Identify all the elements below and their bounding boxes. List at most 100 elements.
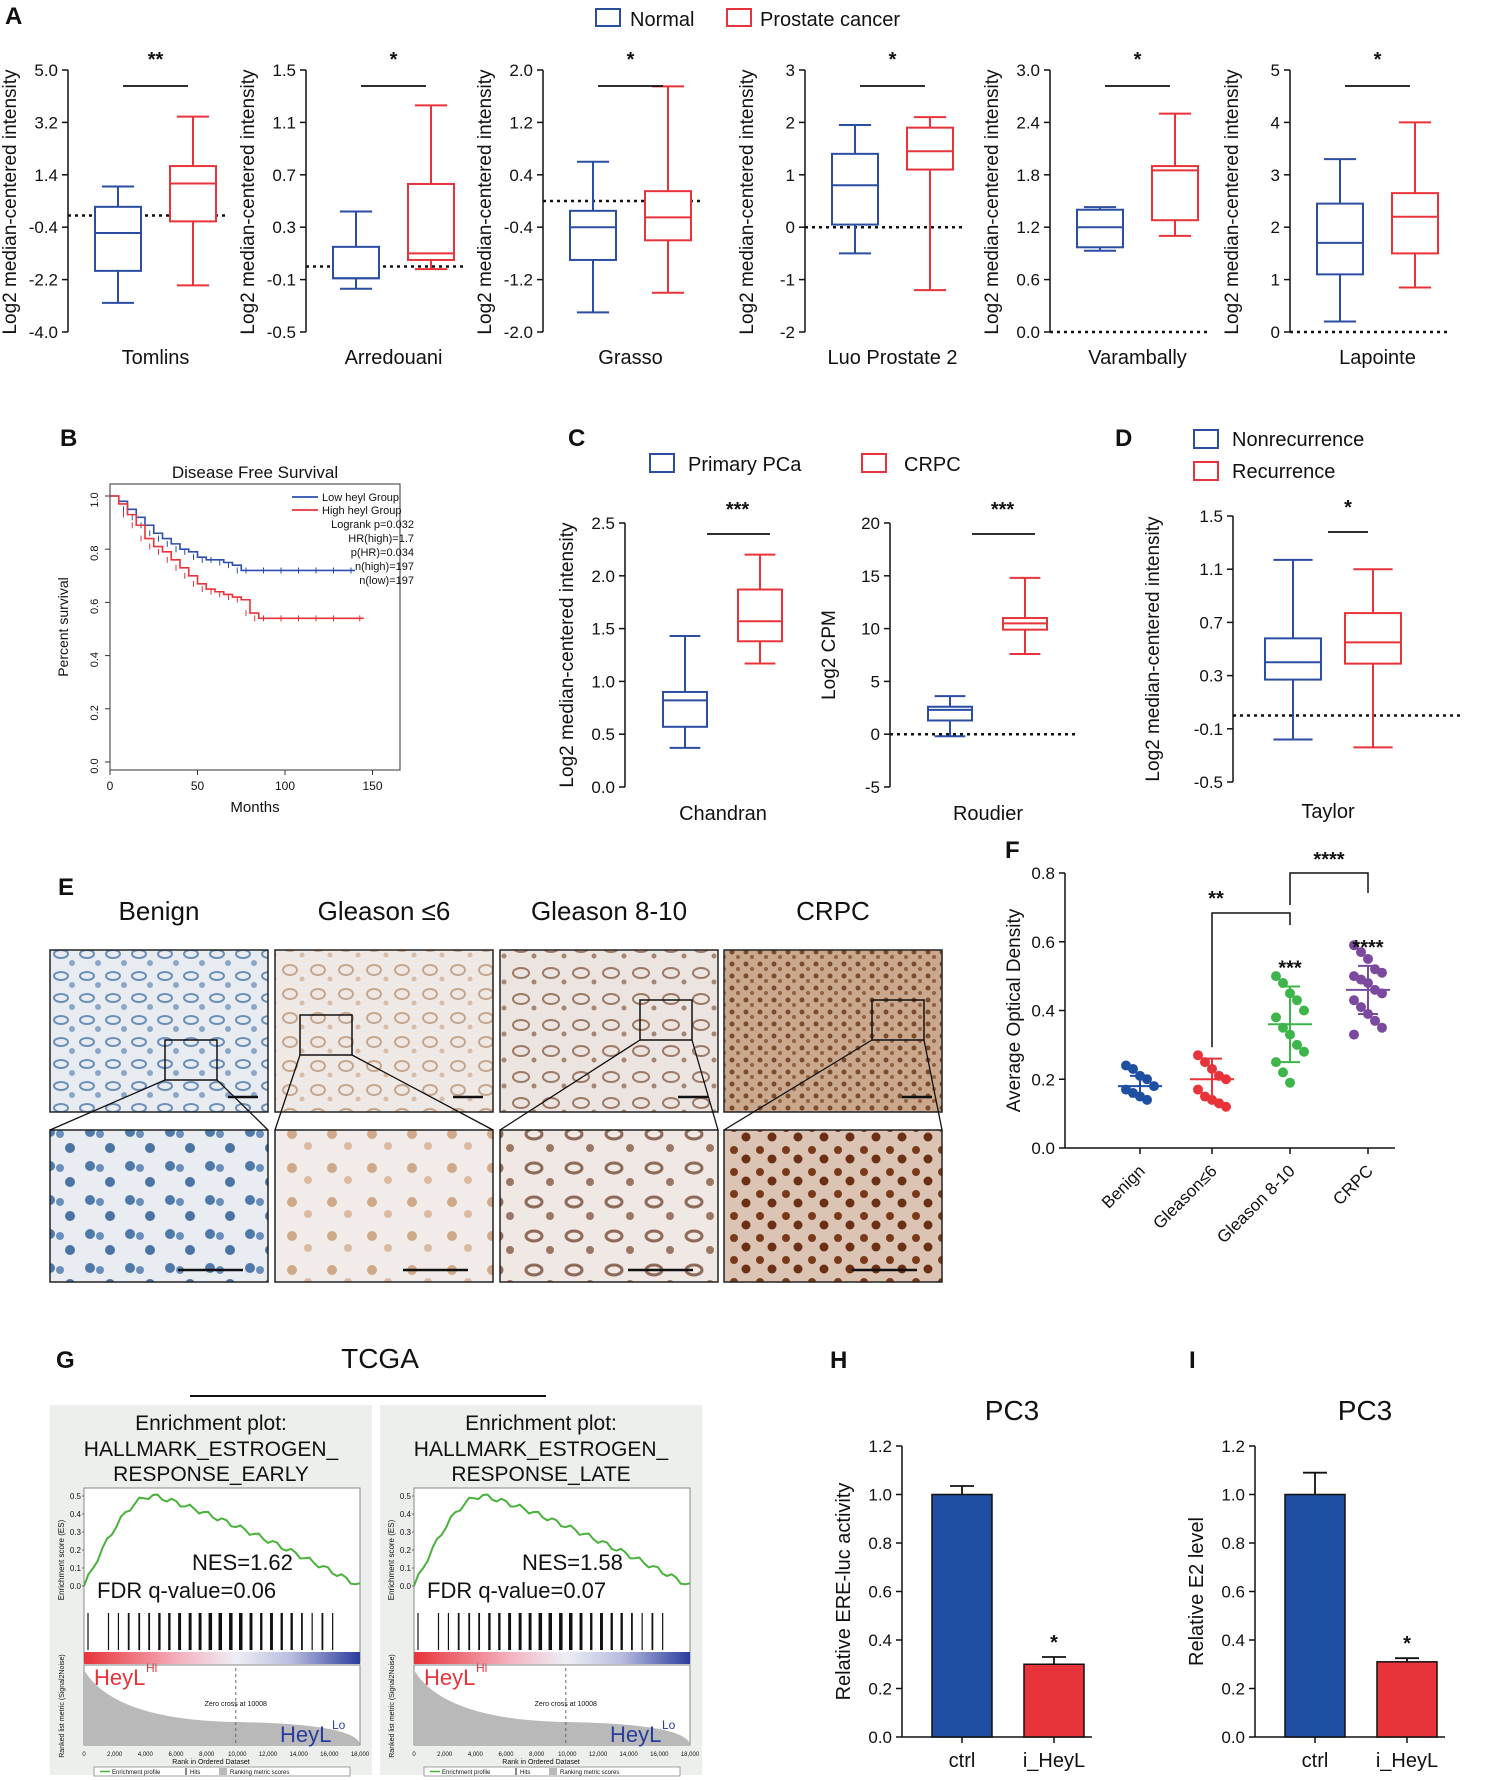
bar-ctrl: ctrl: [931, 1485, 993, 1772]
box-cancer: [1391, 121, 1439, 289]
data-point: [1349, 995, 1359, 1006]
legend-primary-label: Primary PCa: [688, 454, 802, 476]
y-tick-label: 0.4: [868, 1631, 892, 1650]
y-tick-label: 0.2: [1221, 1680, 1245, 1699]
data-point: [1377, 1022, 1387, 1033]
chart-title: Disease Free Survival: [172, 463, 338, 482]
box-iqr: [1151, 165, 1199, 222]
bracket-label: ****: [1313, 849, 1344, 871]
y-tick-label: 0.4: [1031, 1002, 1055, 1021]
zoom-inset-box: [299, 1014, 353, 1056]
box-normal: [569, 160, 617, 314]
ihc-column-4: CRPC: [723, 896, 943, 1283]
panel-h: H PC3 1.2 1.0 0.8 0.6 0.4 0.2 0.0 Relative ERE-lu…: [830, 1347, 1092, 1772]
data-point: [1292, 1039, 1302, 1050]
y-tick-label: 1.0: [591, 672, 615, 691]
data-point: [1271, 971, 1281, 982]
significance-label: ****: [1352, 937, 1383, 959]
y-tick-label: 0: [786, 218, 795, 237]
legend-normal-label: Normal: [630, 9, 694, 31]
panel-label-d: D: [1115, 425, 1132, 452]
metric-area: [84, 1670, 360, 1745]
y-tick-label: 1.2: [1221, 1437, 1245, 1456]
zoom-inset-box: [871, 999, 925, 1041]
y-tick-label: -2.0: [504, 323, 533, 342]
subplot-varambally: 3.0 2.4 1.8 1.2 0.6 0.0 Log2 median-centered i…: [982, 49, 1210, 369]
ihc-high-mag-image: [499, 1129, 719, 1283]
legend-primary-swatch: [649, 453, 675, 473]
group-2: Gleason≤6: [1149, 1050, 1234, 1233]
data-point: [1356, 1002, 1366, 1013]
y-tick-label: 1: [1271, 271, 1280, 290]
significance-label: ***: [1278, 957, 1302, 979]
rank-tick-label: 12,000: [589, 1752, 608, 1758]
rank-tick-label: 2,000: [437, 1752, 453, 1758]
metric-area: [414, 1670, 690, 1745]
y-axis-label: Log2 median-centered intensity: [1143, 516, 1164, 782]
y-tick-label: 0.6: [1031, 933, 1055, 952]
es-tick-label: 0.0: [400, 1582, 412, 1591]
rank-tick-label: 14,000: [619, 1752, 638, 1758]
enrichment-plot-1: Enrichment plot: HALLMARK_ESTROGEN_RESPON…: [50, 1405, 372, 1777]
es-axis-label: Enrichment score (ES): [57, 1519, 66, 1600]
y-tick-label: -0.4: [504, 218, 533, 237]
x-tick-label: 50: [191, 779, 205, 793]
subplot-arredouani: 1.5 1.1 0.7 0.3 -0.1 -0.5 Log2 median-centered…: [238, 49, 466, 369]
rank-axis-label: Rank in Ordered Dataset: [172, 1759, 249, 1766]
zoom-connector-right: [351, 1054, 494, 1131]
data-point: [1377, 967, 1387, 978]
y-tick-label: 0.0: [1031, 1139, 1055, 1158]
subplot-tomlins: 5.0 3.2 1.4 -0.4 -2.2 -4.0 Log2 median-centere…: [0, 49, 228, 369]
es-tick-label: 0.0: [70, 1582, 82, 1591]
legend-metric-label: Ranking metric scores: [560, 1770, 619, 1776]
enrichment-header: Enrichment plot:: [135, 1412, 287, 1435]
y-tick-label: 0.4: [89, 652, 101, 667]
y-tick-label: 0.0: [1221, 1728, 1245, 1747]
rank-tick-label: 16,000: [650, 1752, 669, 1758]
ihc-column-1: Benign: [49, 896, 269, 1283]
zoom-connector-left: [499, 1039, 641, 1131]
y-tick-label: 0.4: [1221, 1631, 1245, 1650]
x-tick-label: 0: [107, 779, 114, 793]
y-tick-label: 20: [861, 514, 880, 533]
box-cancer: [1151, 112, 1199, 237]
legend-nonrecurrence-swatch: [1193, 429, 1219, 449]
dataset-label: Chandran: [679, 803, 767, 825]
y-tick-label: -5: [865, 778, 880, 797]
km-stat: HR(high)=1.7: [348, 533, 414, 545]
box-crpc: [737, 553, 783, 665]
y-tick-label: -0.4: [29, 218, 58, 237]
es-tick-label: 0.1: [70, 1564, 82, 1573]
panel-label-e: E: [58, 874, 74, 901]
subplot-luo-prostate-2: 3 2 1 0 -1 -2 Log2 median-centered intensity * L…: [737, 49, 965, 369]
bracket-line: [1289, 872, 1369, 905]
es-tick-label: 0.3: [400, 1528, 412, 1537]
data-point: [1271, 1012, 1281, 1023]
panel-i: I PC3 1.2 1.0 0.8 0.6 0.4 0.2 0.0 Relative E2 lev…: [1186, 1347, 1445, 1772]
box-iqr: [662, 690, 708, 728]
zero-cross-label: Zero cross at 10008: [205, 1701, 267, 1708]
data-point: [1292, 995, 1302, 1006]
ihc-high-mag-image: [723, 1129, 943, 1283]
rank-tick-label: 10,000: [228, 1752, 247, 1758]
dataset-label: Roudier: [953, 803, 1023, 825]
panel-a: A Normal Prostate cancer 5.0 3.2 1.4 -0.4 -2.2 -…: [0, 3, 1450, 369]
y-axis-label: Log2 median-centered intensity: [1222, 69, 1243, 335]
significance-label: *: [1403, 1633, 1411, 1655]
data-point: [1349, 1029, 1359, 1040]
bar-rect: [1284, 1493, 1346, 1738]
y-tick-label: 3.0: [1016, 61, 1040, 80]
box-primary: [662, 634, 708, 749]
y-axis-label: Log2 median-centered intensity: [475, 69, 496, 335]
y-tick-label: 1.1: [272, 113, 296, 132]
ihc-high-mag-image: [274, 1129, 494, 1283]
y-tick-label: 0: [1271, 323, 1280, 342]
y-tick-label: -0.1: [267, 271, 296, 290]
data-point: [1271, 1057, 1281, 1068]
y-tick-label: 1.5: [272, 61, 296, 80]
y-tick-label: 0.6: [1016, 271, 1040, 290]
x-tick-label: 150: [362, 779, 382, 793]
rank-axis-label: Rank in Ordered Dataset: [502, 1759, 579, 1766]
y-axis-label: Log2 median-centered intensity: [737, 69, 758, 335]
es-tick-label: 0.5: [70, 1492, 82, 1501]
